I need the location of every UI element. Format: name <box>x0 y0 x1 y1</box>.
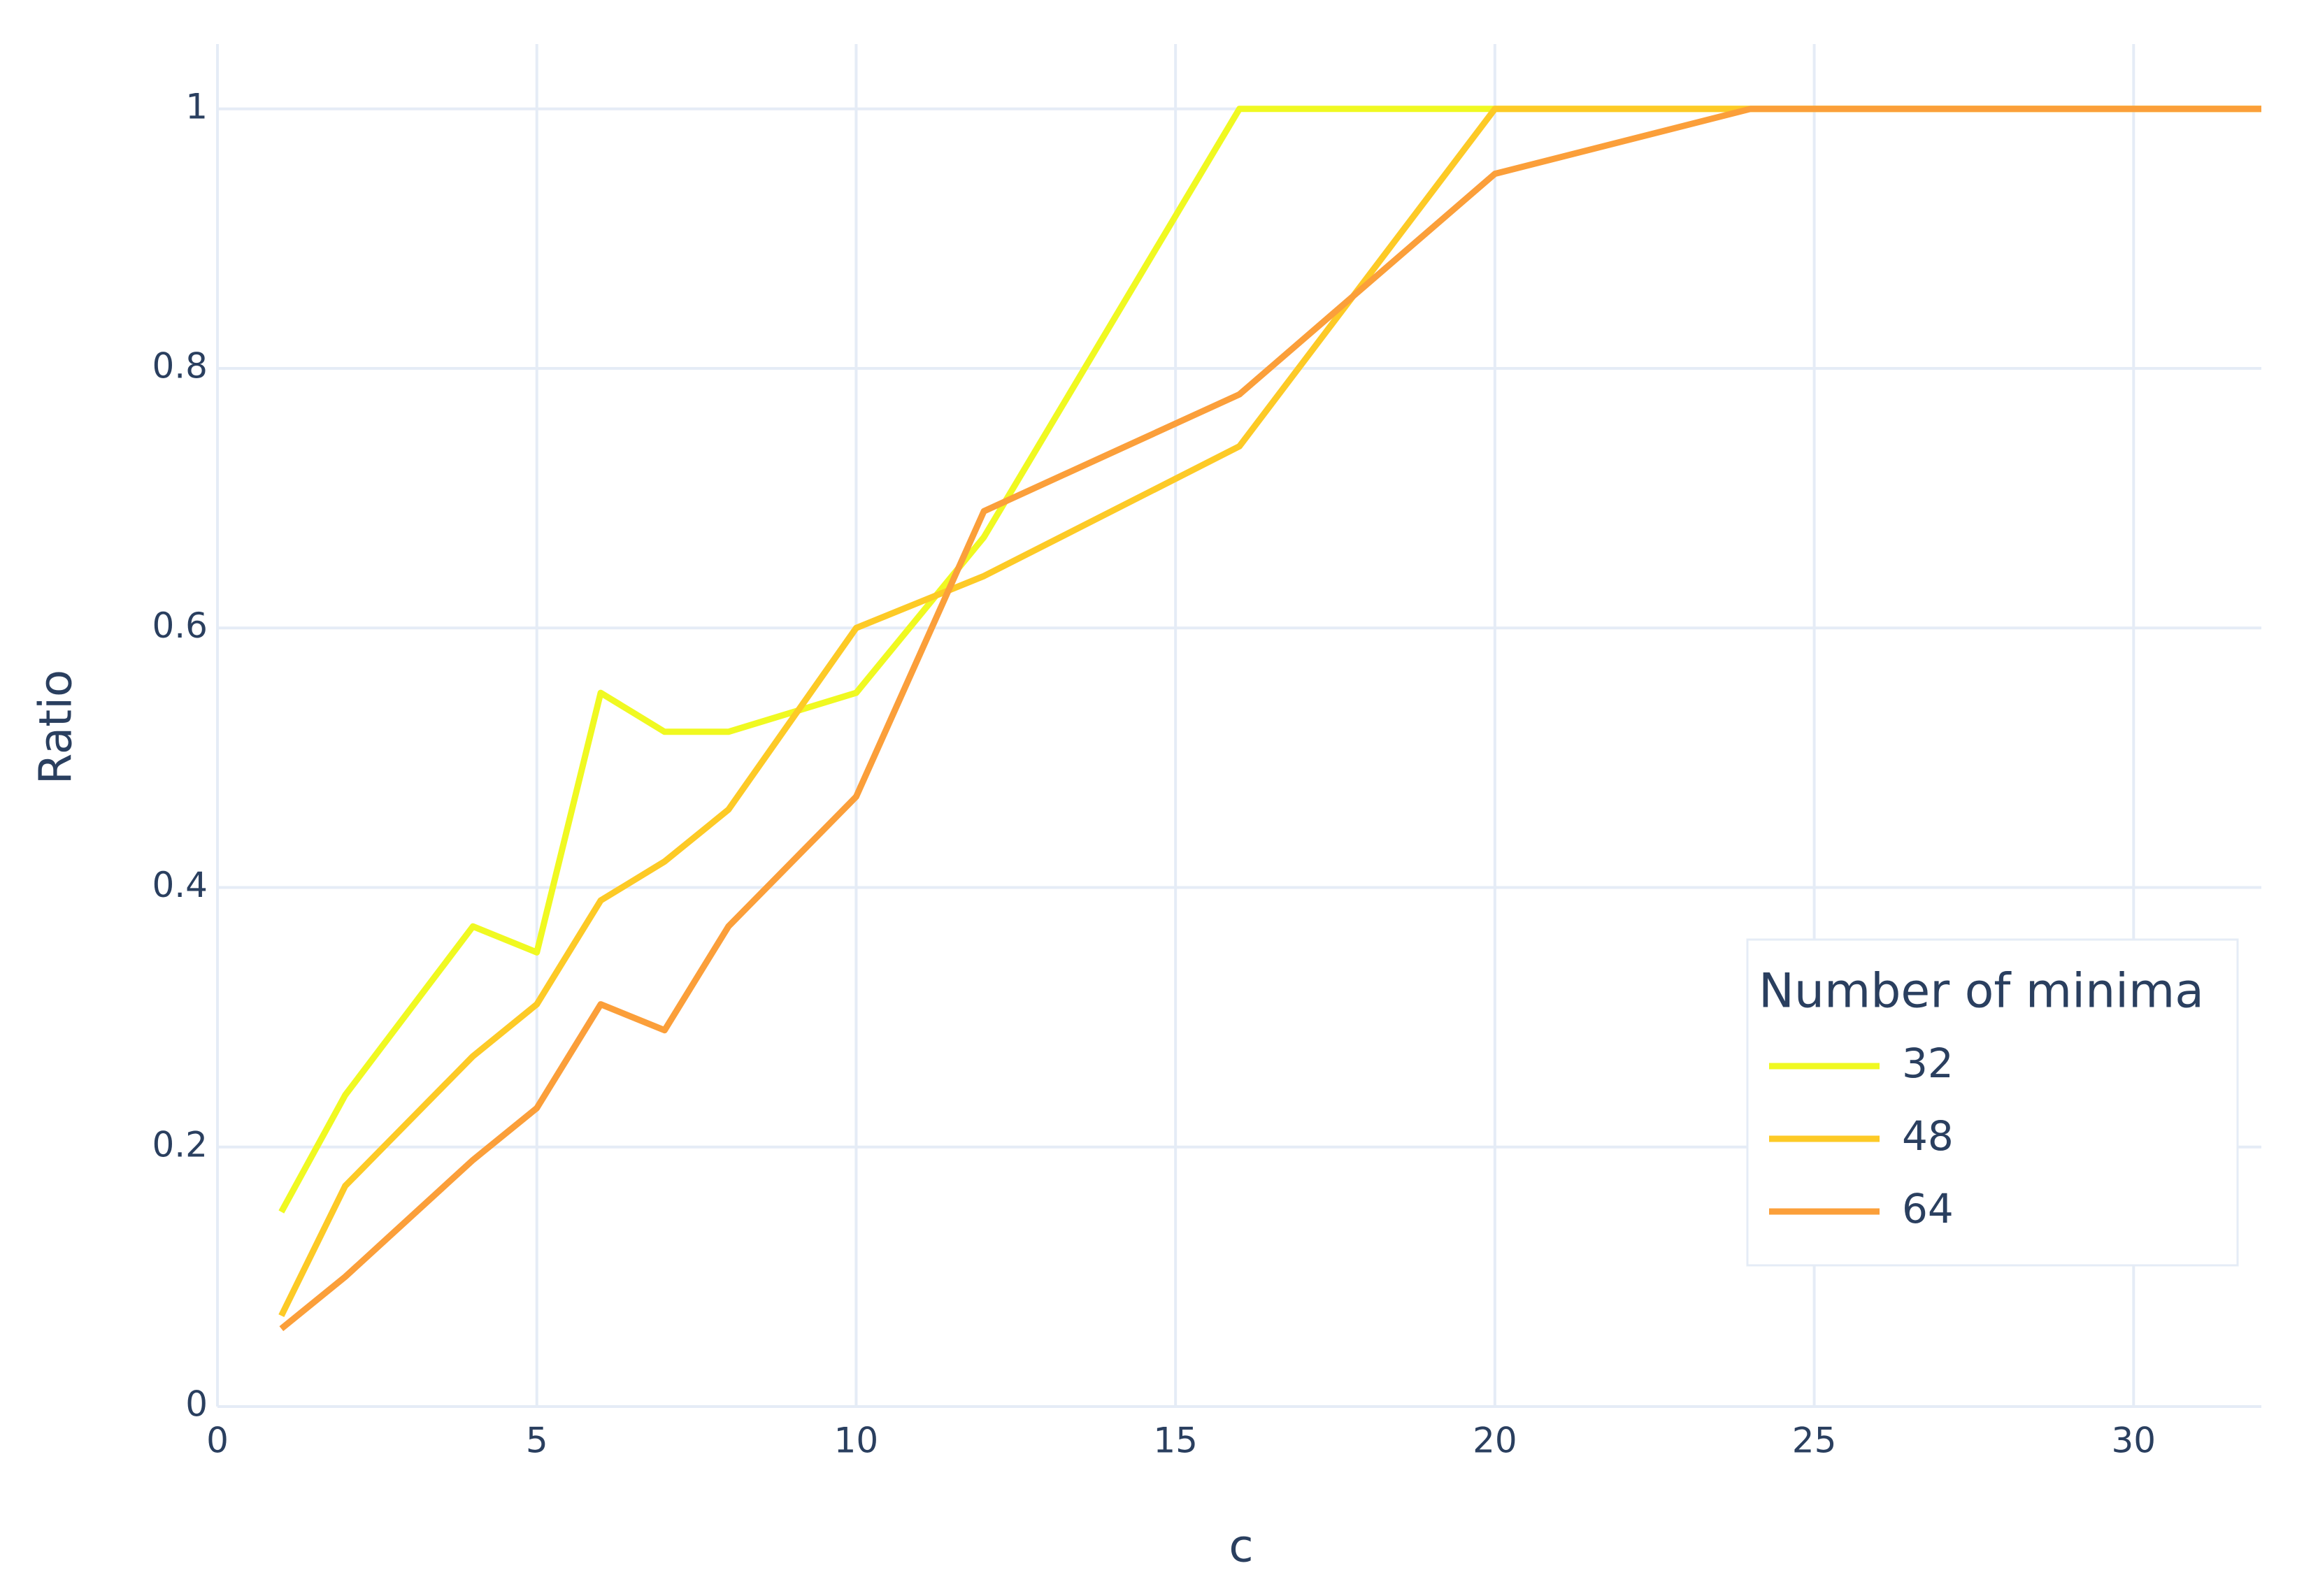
y-axis-title: Ratio <box>31 670 83 784</box>
x-tick-label: 20 <box>1473 1421 1517 1461</box>
x-tick-label: 0 <box>206 1421 229 1461</box>
x-tick-label: 25 <box>1792 1421 1837 1461</box>
x-axis-title: c <box>1229 1521 1253 1573</box>
legend-label: 48 <box>1902 1112 1954 1160</box>
series-line <box>278 106 2261 1318</box>
legend-label: 64 <box>1902 1185 1954 1232</box>
x-tick-label: 5 <box>526 1421 548 1461</box>
y-tick-label: 0.6 <box>152 605 208 646</box>
legend-label: 32 <box>1902 1040 1954 1087</box>
y-tick-label: 0.2 <box>152 1124 208 1165</box>
y-tick-label: 0.8 <box>152 346 208 387</box>
x-tick-label: 30 <box>2112 1421 2156 1461</box>
y-tick-label: 0 <box>185 1384 208 1425</box>
y-tick-label: 0.4 <box>152 865 208 905</box>
y-tick-label: 1 <box>185 86 208 127</box>
legend-title: Number of minima <box>1759 964 2204 1019</box>
x-tick-label: 15 <box>1153 1421 1198 1461</box>
x-tick-label: 10 <box>834 1421 879 1461</box>
series-line <box>279 106 2261 1332</box>
